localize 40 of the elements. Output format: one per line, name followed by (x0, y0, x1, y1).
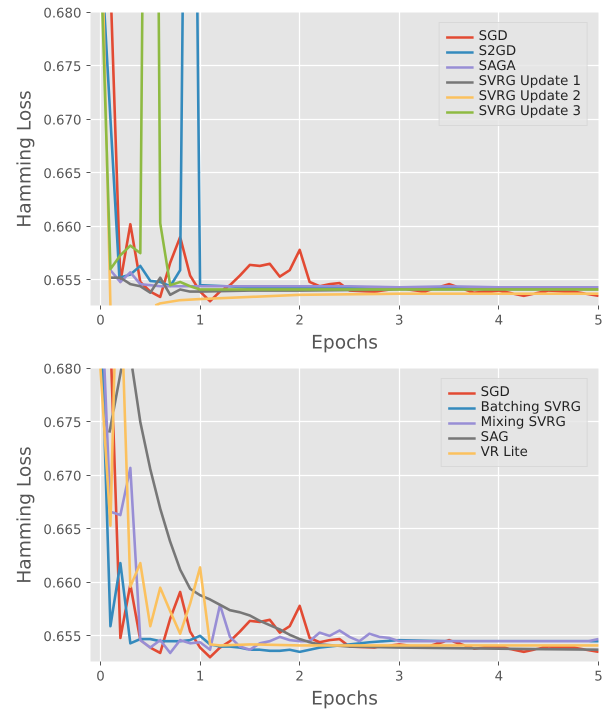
legend-label: SAGA (478, 59, 516, 74)
y-tick-label: 0.680 (43, 6, 82, 22)
legend-label: S2GD (478, 44, 516, 59)
y-axis-title: Hamming Loss (14, 90, 36, 228)
x-tick-label: 5 (594, 314, 603, 328)
legend-label: SVRG Update 3 (478, 104, 581, 119)
x-axis-title: Epochs (311, 332, 378, 354)
y-tick-label: 0.660 (43, 576, 82, 592)
x-tick-label: 4 (494, 670, 504, 684)
x-tick-label: 3 (395, 670, 404, 684)
y-tick-label: 0.680 (43, 362, 82, 378)
legend-label: SVRG Update 2 (478, 89, 581, 104)
x-tick-label: 2 (295, 314, 304, 328)
legend-label: Mixing SVRG (480, 415, 566, 430)
y-tick-label: 0.660 (43, 220, 82, 236)
legend-label: SVRG Update 1 (478, 74, 581, 89)
x-tick-label: 5 (594, 670, 603, 684)
y-tick-label: 0.655 (43, 630, 82, 645)
x-tick-label: 1 (196, 314, 204, 328)
x-axis-title: Epochs (311, 688, 378, 710)
legend-label: SGD (478, 29, 508, 44)
line-series (109, 268, 598, 289)
x-tick-label: 4 (494, 314, 504, 328)
legend-label: SAG (480, 430, 509, 445)
x-tick-label: 3 (395, 314, 404, 328)
x-tick-label: 0 (96, 314, 105, 328)
y-tick-label: 0.670 (43, 469, 82, 484)
legend-label: SGD (480, 385, 510, 400)
y-tick-label: 0.675 (43, 416, 82, 431)
y-tick-label: 0.655 (43, 274, 82, 289)
x-tick-label: 0 (96, 670, 105, 684)
y-tick-label: 0.675 (43, 60, 82, 75)
y-axis-title: Hamming Loss (14, 446, 36, 584)
legend-label: Batching SVRG (480, 400, 581, 415)
x-tick-label: 1 (196, 670, 204, 684)
y-tick-label: 0.670 (43, 113, 82, 128)
x-tick-label: 2 (295, 670, 304, 684)
y-tick-label: 0.665 (43, 522, 82, 538)
legend-label: VR Lite (480, 445, 528, 460)
y-tick-label: 0.665 (43, 166, 82, 182)
